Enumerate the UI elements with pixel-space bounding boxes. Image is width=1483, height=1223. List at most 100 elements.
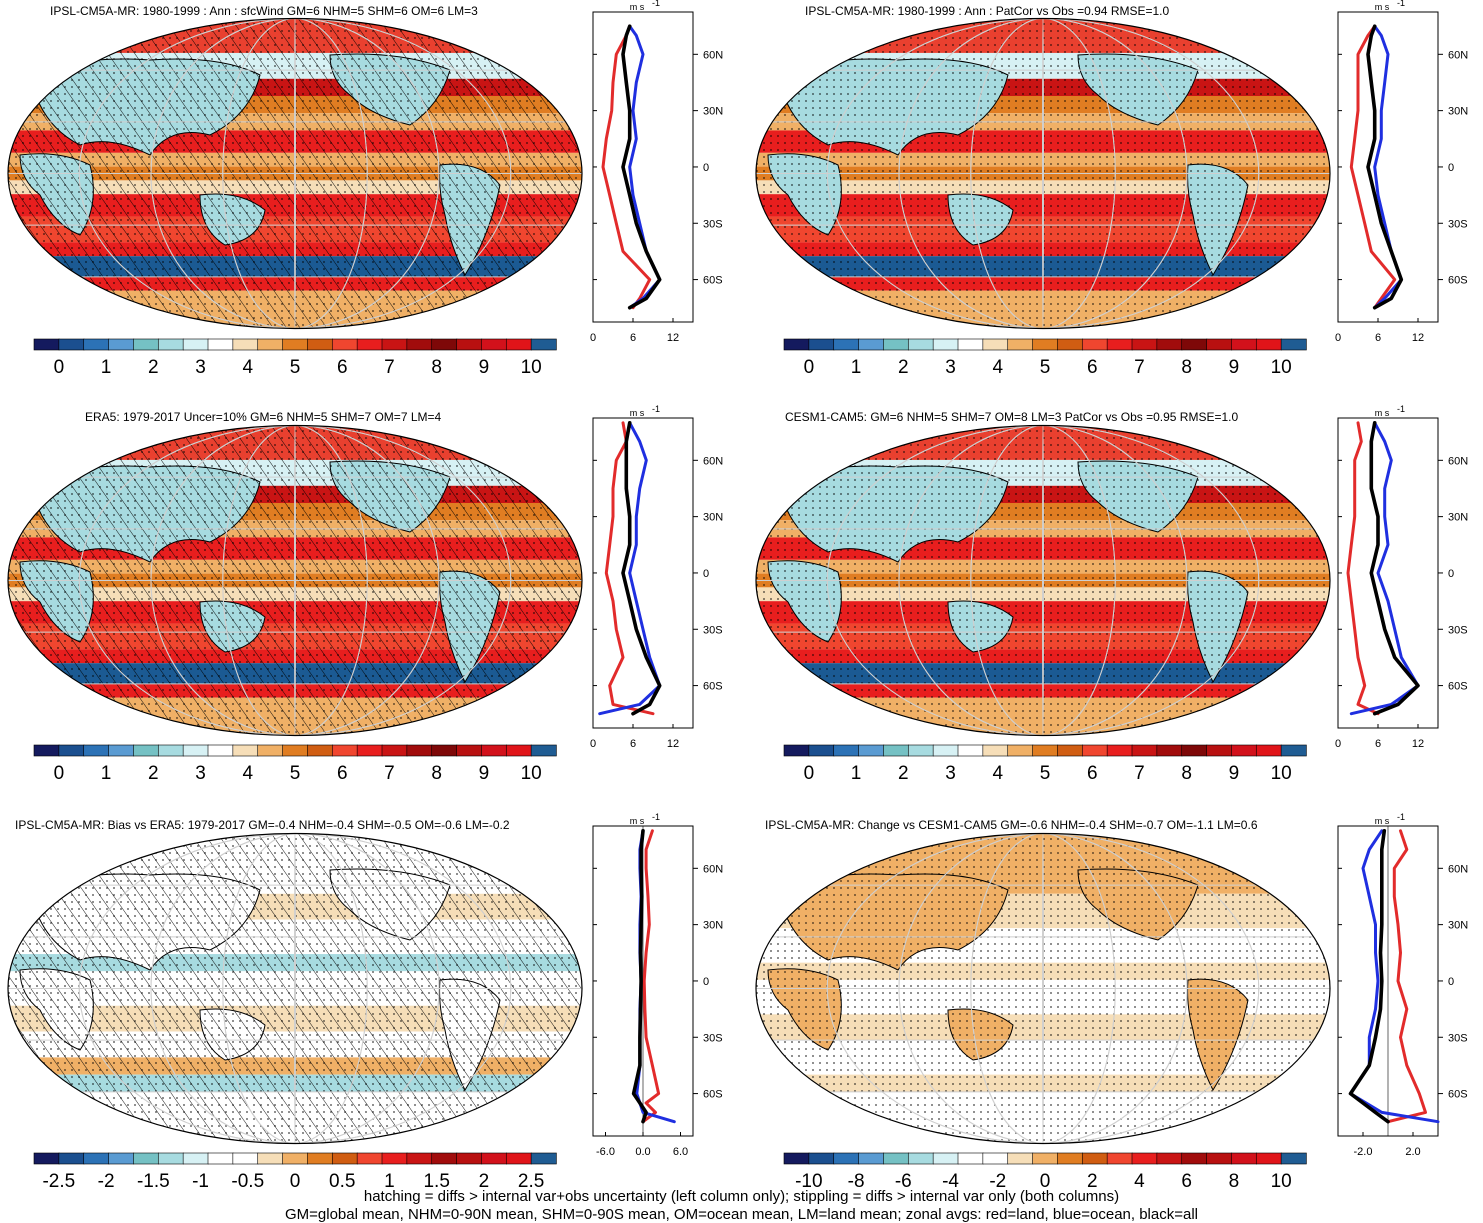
profile-lat-label: 30N bbox=[1448, 512, 1468, 524]
colorbar-swatch bbox=[783, 338, 810, 351]
colorbar-swatch bbox=[381, 744, 408, 757]
panel-5-map bbox=[7, 832, 583, 1145]
map-border bbox=[7, 832, 583, 1145]
colorbar-swatch bbox=[833, 1152, 860, 1165]
profile-lat-label: 0 bbox=[1448, 568, 1454, 580]
colorbar-label: 7 bbox=[384, 763, 395, 784]
colorbar-label: 10 bbox=[1271, 1171, 1292, 1192]
colorbar-label: 0 bbox=[290, 1171, 301, 1192]
colorbar-label: 2 bbox=[148, 357, 159, 378]
colorbar-swatch bbox=[833, 744, 860, 757]
colorbar-label: 1.5 bbox=[423, 1171, 449, 1192]
colorbar-swatch bbox=[356, 744, 383, 757]
colorbar-swatch bbox=[456, 338, 483, 351]
profile-x-label: 6 bbox=[630, 332, 636, 344]
map-border bbox=[7, 17, 583, 330]
panel-6-zonal-profile: m s -1 60N 30N 0 30S 60S -2.0 2.0 bbox=[1337, 812, 1468, 1158]
colorbar-label: 2 bbox=[479, 1171, 490, 1192]
panel-5-colorbar: -2.5 -2 -1.5 -1 -0.5 0 0.5 1 1.5 2 2.5 bbox=[33, 1152, 557, 1192]
footer-hatching-note: hatching = diffs > internal var+obs unce… bbox=[363, 1188, 1120, 1205]
colorbar-label: 1 bbox=[384, 1171, 395, 1192]
colorbar-swatch bbox=[157, 338, 184, 351]
colorbar-swatch bbox=[33, 744, 60, 757]
colorbar-swatch bbox=[1181, 338, 1208, 351]
map-border bbox=[755, 424, 1331, 737]
profile-line-all bbox=[621, 24, 662, 310]
profile-lat-label: 60S bbox=[703, 1089, 723, 1101]
profile-x-label: 12 bbox=[667, 332, 679, 344]
colorbar-label: 9 bbox=[1229, 357, 1240, 378]
profile-x-label: 2.0 bbox=[1405, 1146, 1420, 1158]
colorbar-swatch bbox=[406, 744, 433, 757]
colorbar-swatch bbox=[505, 744, 532, 757]
profile-lat-label: 60N bbox=[703, 863, 723, 875]
panel-3-colorbar: 0 1 2 3 4 5 6 7 8 9 10 bbox=[33, 744, 557, 784]
colorbar-swatch bbox=[1081, 1152, 1108, 1165]
profile-frame bbox=[592, 11, 694, 323]
profile-line-land bbox=[641, 829, 661, 1124]
colorbar-swatch bbox=[207, 744, 234, 757]
colorbar-swatch bbox=[33, 1152, 60, 1165]
colorbar-label: 2.5 bbox=[518, 1171, 544, 1192]
colorbar-swatch bbox=[331, 338, 358, 351]
colorbar-swatch bbox=[858, 1152, 885, 1165]
colorbar-swatch bbox=[530, 338, 557, 351]
colorbar-swatch bbox=[883, 338, 909, 351]
profile-lat-label: 30S bbox=[703, 624, 723, 636]
colorbar-label: 7 bbox=[1134, 357, 1145, 378]
profile-x-label: 6.0 bbox=[673, 1146, 688, 1158]
colorbar-swatch bbox=[808, 1152, 835, 1165]
colorbar-swatch bbox=[1081, 338, 1108, 351]
colorbar-swatch bbox=[932, 338, 959, 351]
colorbar-swatch bbox=[858, 338, 885, 351]
colorbar-swatch bbox=[1032, 1152, 1059, 1165]
colorbar-label: 8 bbox=[431, 763, 442, 784]
colorbar-swatch bbox=[1280, 1152, 1307, 1165]
colorbar-label: 8 bbox=[1229, 1171, 1240, 1192]
colorbar-swatch bbox=[331, 744, 358, 757]
colorbar-swatch bbox=[83, 1152, 110, 1165]
map-border bbox=[7, 424, 583, 737]
profile-lat-label: 30S bbox=[1448, 218, 1468, 230]
colorbar-label: 10 bbox=[521, 357, 542, 378]
colorbar-swatch bbox=[1231, 1152, 1257, 1165]
profile-lat-label: 60N bbox=[1448, 49, 1468, 61]
colorbar-swatch bbox=[257, 1152, 284, 1165]
colorbar-swatch bbox=[883, 744, 909, 757]
colorbar-label: 7 bbox=[1134, 763, 1145, 784]
profile-lat-label: 0 bbox=[703, 568, 709, 580]
profile-x-label: -2.0 bbox=[1354, 1146, 1373, 1158]
colorbar-label: 5 bbox=[1040, 763, 1051, 784]
colorbar-swatch bbox=[1057, 744, 1083, 757]
colorbar-swatch bbox=[982, 744, 1009, 757]
profile-lat-label: 60S bbox=[1448, 681, 1468, 693]
colorbar-label: 0.5 bbox=[329, 1171, 355, 1192]
profile-lat-label: 30N bbox=[703, 920, 723, 932]
profile-line-all bbox=[1369, 420, 1420, 716]
colorbar-swatch bbox=[431, 744, 458, 757]
colorbar-swatch bbox=[907, 338, 934, 351]
graticule-meridian bbox=[294, 425, 296, 736]
colorbar-label: 2 bbox=[148, 763, 159, 784]
colorbar-label: 5 bbox=[290, 357, 301, 378]
panel-5-title: IPSL-CM5A-MR: Bias vs ERA5: 1979-2017 GM… bbox=[15, 818, 510, 832]
profile-x-label: 0 bbox=[590, 738, 596, 750]
panel-1-colorbar: 0 1 2 3 4 5 6 7 8 9 10 bbox=[33, 338, 557, 378]
colorbar-swatch bbox=[282, 1152, 309, 1165]
profile-unit-exponent: -1 bbox=[1397, 0, 1405, 8]
profile-line-land bbox=[1346, 421, 1380, 716]
colorbar-label: 8 bbox=[1181, 357, 1192, 378]
colorbar-swatch bbox=[157, 1152, 184, 1165]
colorbar-swatch bbox=[182, 744, 209, 757]
profile-x-label: 12 bbox=[1412, 332, 1424, 344]
colorbar-swatch bbox=[157, 744, 184, 757]
colorbar-label: 9 bbox=[1229, 763, 1240, 784]
colorbar-swatch bbox=[232, 1152, 259, 1165]
colorbar-swatch bbox=[356, 1152, 383, 1165]
profile-lat-label: 60N bbox=[1448, 455, 1468, 467]
colorbar-label: -2.5 bbox=[42, 1171, 75, 1192]
colorbar-swatch bbox=[1231, 338, 1257, 351]
colorbar-swatch bbox=[108, 744, 135, 757]
panel-1-title: IPSL-CM5A-MR: 1980-1999 : Ann : sfcWind … bbox=[50, 4, 478, 18]
colorbar-label: 6 bbox=[337, 763, 348, 784]
